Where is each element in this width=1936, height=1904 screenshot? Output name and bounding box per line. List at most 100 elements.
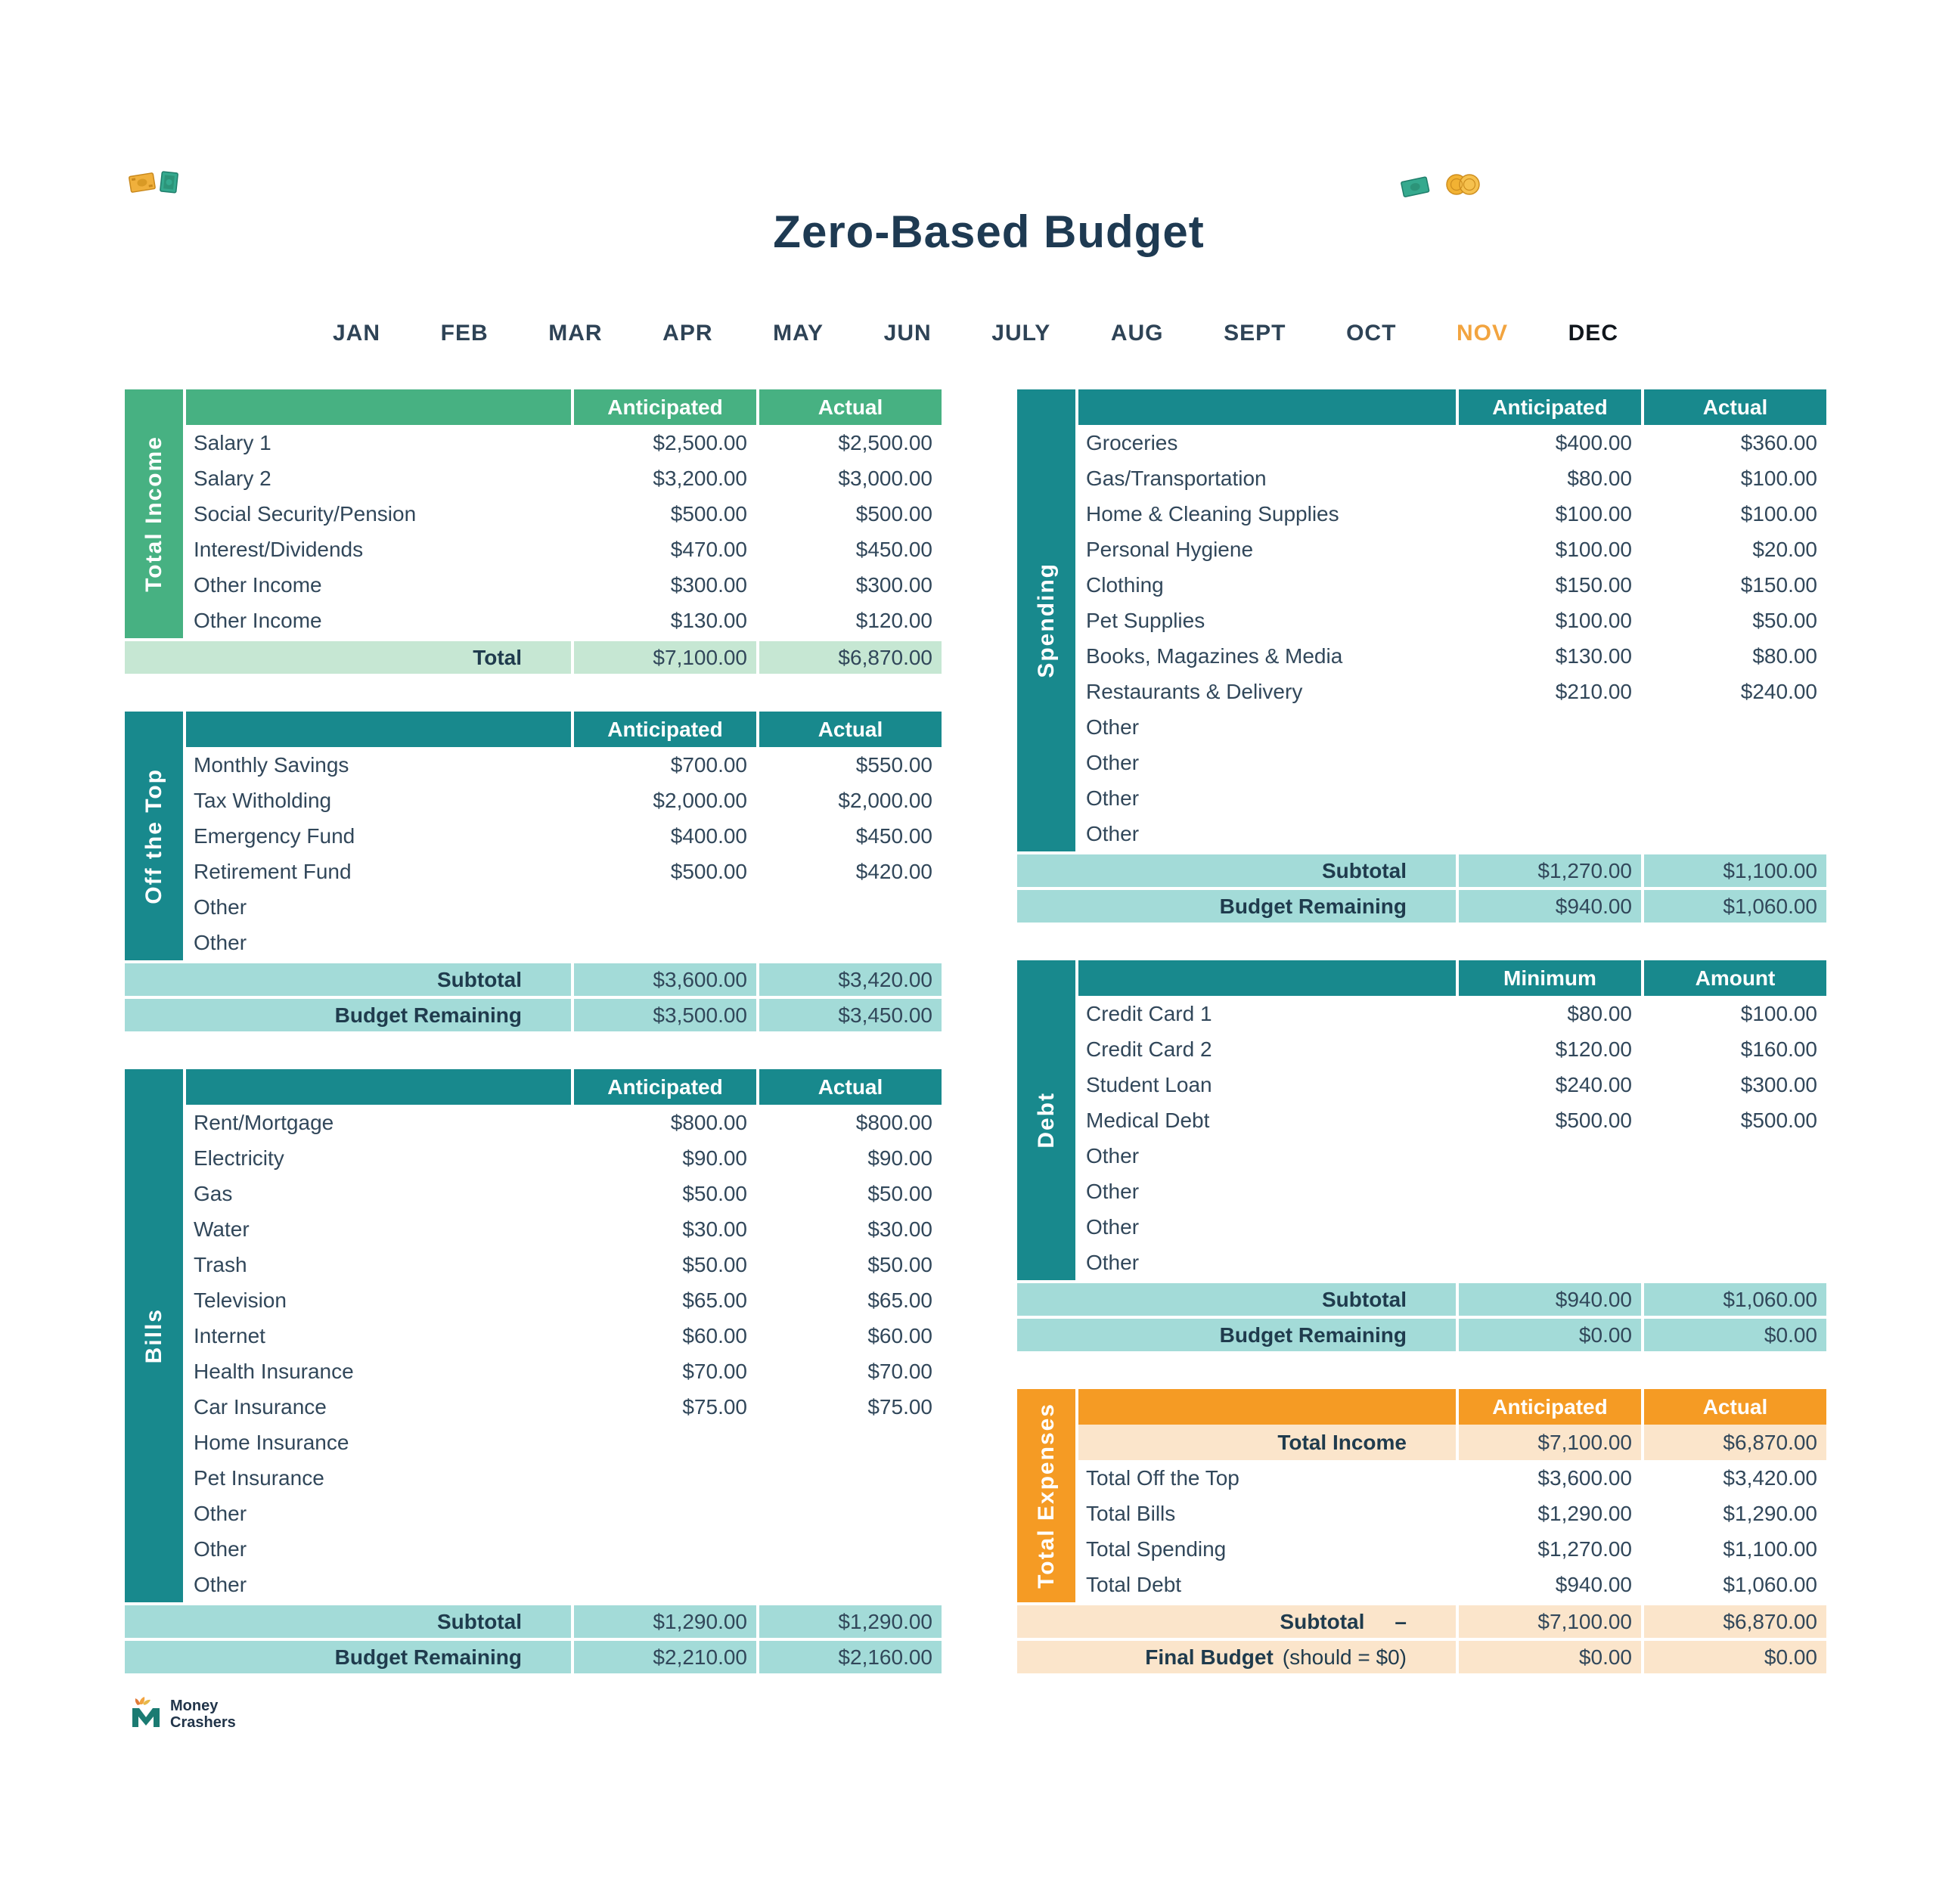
cell-actual[interactable]: $300.00 xyxy=(756,567,942,603)
cell-actual[interactable]: $550.00 xyxy=(756,747,942,783)
cell-anticipated[interactable] xyxy=(571,925,756,960)
cell-anticipated[interactable]: $1,290.00 xyxy=(1456,1496,1641,1531)
cell-anticipated[interactable]: $3,600.00 xyxy=(1456,1460,1641,1496)
cell-actual[interactable] xyxy=(756,1425,942,1460)
cell-actual[interactable]: $20.00 xyxy=(1641,532,1826,567)
cell-anticipated[interactable]: $940.00 xyxy=(1456,1567,1641,1602)
cell-anticipated[interactable] xyxy=(571,1496,756,1531)
cell-anticipated[interactable]: $500.00 xyxy=(571,854,756,889)
cell-minimum[interactable]: $240.00 xyxy=(1456,1067,1641,1102)
cell-actual[interactable]: $420.00 xyxy=(756,854,942,889)
cell-actual[interactable] xyxy=(756,1460,942,1496)
month-tab-feb[interactable]: FEB xyxy=(440,321,489,346)
cell-anticipated[interactable]: $500.00 xyxy=(571,496,756,532)
cell-anticipated[interactable] xyxy=(1456,816,1641,851)
cell-actual[interactable] xyxy=(1641,709,1826,745)
cell-actual[interactable]: $30.00 xyxy=(756,1211,942,1247)
cell-anticipated[interactable]: $210.00 xyxy=(1456,674,1641,709)
cell-actual[interactable]: $360.00 xyxy=(1641,425,1826,460)
cell-anticipated[interactable] xyxy=(1456,709,1641,745)
cell-amount[interactable]: $160.00 xyxy=(1641,1031,1826,1067)
cell-actual[interactable]: $100.00 xyxy=(1641,460,1826,496)
cell-minimum[interactable] xyxy=(1456,1174,1641,1209)
cell-actual[interactable]: $60.00 xyxy=(756,1318,942,1354)
cell-anticipated[interactable]: $70.00 xyxy=(571,1354,756,1389)
cell-actual[interactable]: $1,060.00 xyxy=(1641,1567,1826,1602)
cell-anticipated[interactable]: $2,000.00 xyxy=(571,783,756,818)
cell-anticipated[interactable]: $90.00 xyxy=(571,1140,756,1176)
cell-actual[interactable] xyxy=(756,925,942,960)
cell-actual[interactable] xyxy=(1641,780,1826,816)
month-tab-nov[interactable]: NOV xyxy=(1457,321,1509,346)
cell-actual[interactable] xyxy=(1641,745,1826,780)
cell-anticipated[interactable]: $400.00 xyxy=(1456,425,1641,460)
cell-anticipated[interactable] xyxy=(571,1460,756,1496)
month-tab-jan[interactable]: JAN xyxy=(333,321,381,346)
cell-minimum[interactable]: $120.00 xyxy=(1456,1031,1641,1067)
cell-anticipated[interactable]: $150.00 xyxy=(1456,567,1641,603)
cell-actual[interactable]: $800.00 xyxy=(756,1105,942,1140)
cell-anticipated[interactable]: $300.00 xyxy=(571,567,756,603)
cell-actual[interactable]: $3,000.00 xyxy=(756,460,942,496)
cell-amount[interactable] xyxy=(1641,1174,1826,1209)
cell-anticipated[interactable]: $100.00 xyxy=(1456,532,1641,567)
cell-anticipated[interactable]: $2,500.00 xyxy=(571,425,756,460)
cell-actual[interactable]: $1,100.00 xyxy=(1641,1531,1826,1567)
cell-actual[interactable]: $2,000.00 xyxy=(756,783,942,818)
cell-minimum[interactable] xyxy=(1456,1245,1641,1280)
month-tab-oct[interactable]: OCT xyxy=(1346,321,1397,346)
cell-anticipated[interactable]: $65.00 xyxy=(571,1282,756,1318)
cell-anticipated[interactable]: $800.00 xyxy=(571,1105,756,1140)
cell-anticipated[interactable]: $100.00 xyxy=(1456,603,1641,638)
cell-actual[interactable]: $75.00 xyxy=(756,1389,942,1425)
cell-anticipated[interactable] xyxy=(571,1425,756,1460)
cell-amount[interactable] xyxy=(1641,1209,1826,1245)
cell-actual[interactable]: $100.00 xyxy=(1641,496,1826,532)
cell-actual[interactable]: $1,290.00 xyxy=(1641,1496,1826,1531)
cell-amount[interactable]: $300.00 xyxy=(1641,1067,1826,1102)
cell-anticipated[interactable]: $470.00 xyxy=(571,532,756,567)
cell-actual[interactable] xyxy=(756,1496,942,1531)
cell-actual[interactable]: $150.00 xyxy=(1641,567,1826,603)
cell-actual[interactable]: $240.00 xyxy=(1641,674,1826,709)
cell-anticipated[interactable]: $60.00 xyxy=(571,1318,756,1354)
cell-actual[interactable] xyxy=(756,1567,942,1602)
cell-actual[interactable]: $65.00 xyxy=(756,1282,942,1318)
cell-anticipated[interactable]: $50.00 xyxy=(571,1247,756,1282)
cell-anticipated[interactable]: $75.00 xyxy=(571,1389,756,1425)
cell-actual[interactable]: $6,870.00 xyxy=(1641,1425,1826,1460)
cell-anticipated[interactable]: $400.00 xyxy=(571,818,756,854)
cell-actual[interactable]: $80.00 xyxy=(1641,638,1826,674)
cell-actual[interactable]: $2,500.00 xyxy=(756,425,942,460)
cell-anticipated[interactable] xyxy=(1456,780,1641,816)
cell-minimum[interactable]: $80.00 xyxy=(1456,996,1641,1031)
cell-actual[interactable]: $50.00 xyxy=(1641,603,1826,638)
month-tab-july[interactable]: JULY xyxy=(991,321,1051,346)
cell-anticipated[interactable]: $1,270.00 xyxy=(1456,1531,1641,1567)
cell-actual[interactable]: $500.00 xyxy=(756,496,942,532)
month-tab-aug[interactable]: AUG xyxy=(1110,321,1164,346)
cell-anticipated[interactable]: $130.00 xyxy=(1456,638,1641,674)
cell-actual[interactable] xyxy=(756,889,942,925)
cell-actual[interactable]: $70.00 xyxy=(756,1354,942,1389)
cell-minimum[interactable]: $500.00 xyxy=(1456,1102,1641,1138)
cell-actual[interactable]: $450.00 xyxy=(756,532,942,567)
cell-actual[interactable]: $450.00 xyxy=(756,818,942,854)
cell-anticipated[interactable]: $50.00 xyxy=(571,1176,756,1211)
cell-anticipated[interactable] xyxy=(571,889,756,925)
cell-actual[interactable] xyxy=(756,1531,942,1567)
cell-anticipated[interactable]: $80.00 xyxy=(1456,460,1641,496)
month-tab-jun[interactable]: JUN xyxy=(883,321,932,346)
month-tab-sept[interactable]: SEPT xyxy=(1224,321,1286,346)
cell-anticipated[interactable] xyxy=(571,1531,756,1567)
cell-anticipated[interactable] xyxy=(1456,745,1641,780)
month-tab-apr[interactable]: APR xyxy=(662,321,713,346)
cell-actual[interactable]: $50.00 xyxy=(756,1176,942,1211)
cell-amount[interactable] xyxy=(1641,1245,1826,1280)
cell-minimum[interactable] xyxy=(1456,1209,1641,1245)
month-tab-dec[interactable]: DEC xyxy=(1568,321,1618,346)
cell-anticipated[interactable]: $30.00 xyxy=(571,1211,756,1247)
cell-anticipated[interactable]: $100.00 xyxy=(1456,496,1641,532)
cell-anticipated[interactable]: $130.00 xyxy=(571,603,756,638)
cell-actual[interactable] xyxy=(1641,816,1826,851)
